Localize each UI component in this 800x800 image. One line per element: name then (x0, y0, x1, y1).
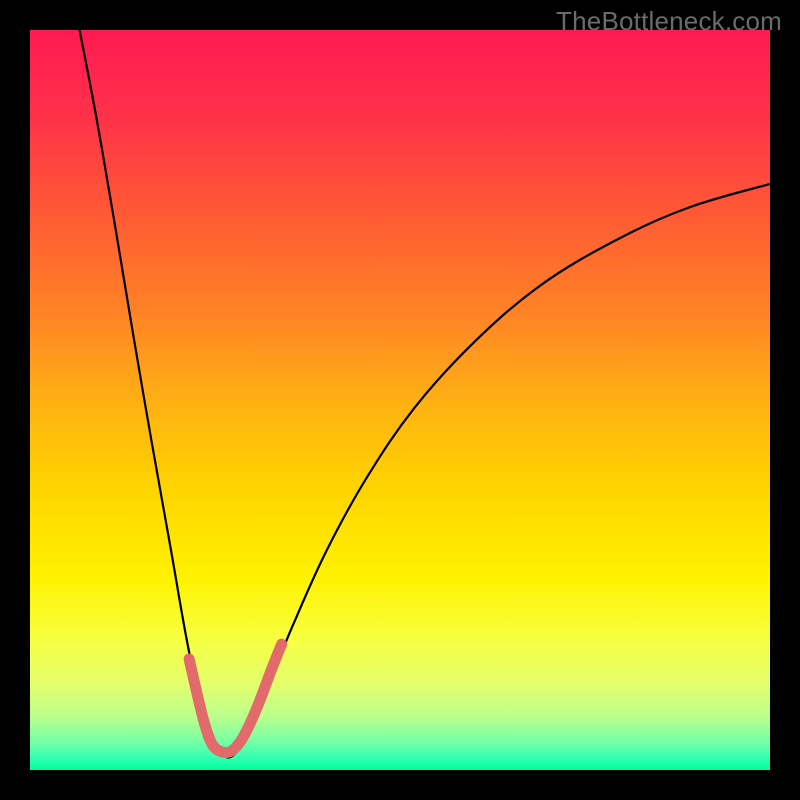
figure-root: TheBottleneck.com (0, 0, 800, 800)
plot-area (30, 30, 770, 770)
bottleneck-curve (80, 30, 770, 758)
curve-layer (30, 30, 770, 770)
bottom-highlight-marker (189, 644, 282, 752)
